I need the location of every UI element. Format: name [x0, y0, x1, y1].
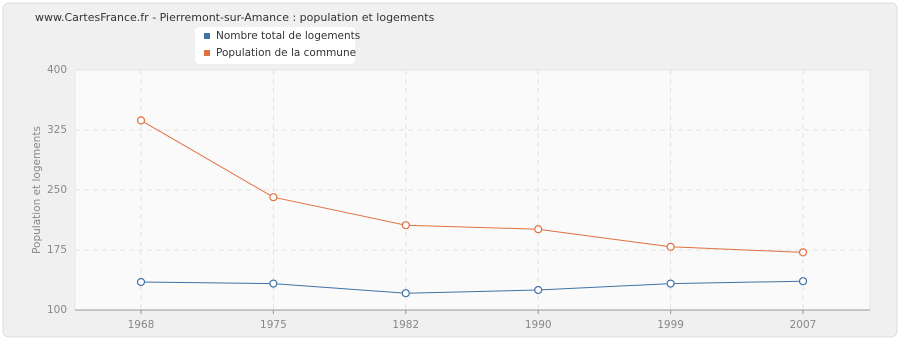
y-tick-label: 250: [47, 184, 67, 196]
y-tick-label: 175: [47, 244, 67, 256]
data-point: [269, 279, 278, 288]
x-tick-label: 1968: [128, 319, 155, 331]
x-tick-label: 1982: [392, 319, 419, 331]
data-point: [401, 289, 410, 298]
data-point: [666, 242, 675, 251]
x-tick-label: 2007: [790, 319, 817, 331]
chart-title: www.CartesFrance.fr - Pierremont-sur-Ama…: [35, 11, 435, 24]
data-point: [534, 285, 543, 295]
x-tick-label: 1975: [260, 319, 287, 331]
legend-label: Nombre total de logements: [216, 30, 360, 42]
data-point: [798, 248, 808, 257]
series-line: [140, 280, 804, 294]
y-axis-label: Population et logements: [31, 126, 43, 254]
x-tick-label: 1999: [657, 319, 684, 331]
y-tick-label: 100: [47, 304, 67, 316]
y-tick-label: 325: [47, 124, 67, 136]
data-point: [136, 116, 146, 125]
legend-label: Population de la commune: [216, 47, 356, 59]
x-tick-label: 1990: [525, 319, 552, 331]
data-point: [269, 193, 278, 202]
data-point: [666, 279, 675, 288]
series-line: [140, 119, 804, 253]
legend: [195, 27, 355, 64]
data-point: [798, 277, 808, 286]
data-point: [136, 277, 146, 287]
data-point: [401, 221, 410, 230]
legend-swatch: [204, 33, 210, 39]
data-point: [534, 225, 543, 234]
y-tick-label: 400: [47, 64, 67, 76]
legend-swatch: [204, 50, 210, 56]
